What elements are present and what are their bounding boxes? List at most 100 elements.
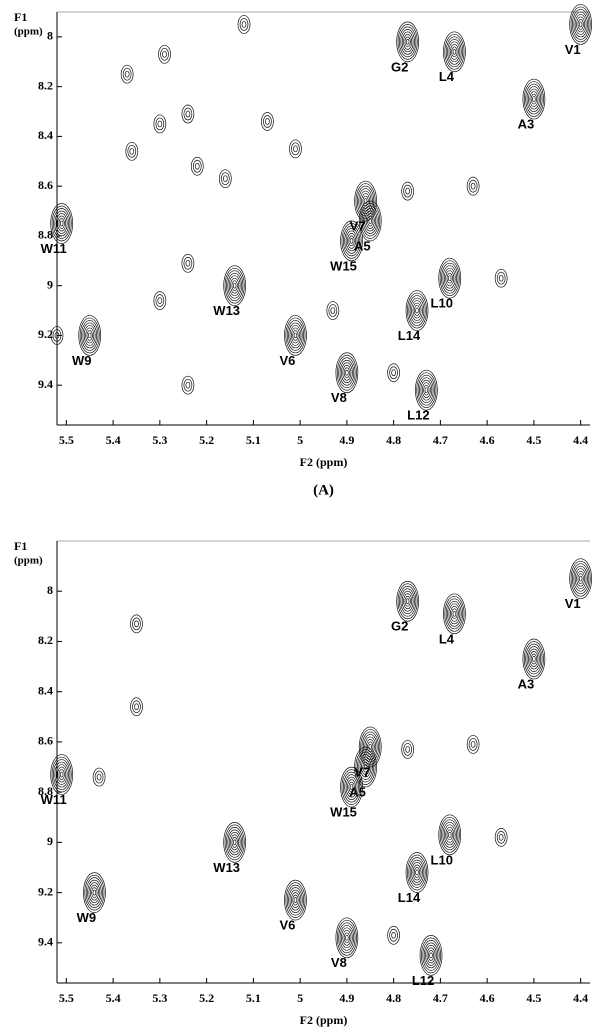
contour xyxy=(401,181,415,201)
peak xyxy=(237,15,251,34)
contour xyxy=(83,872,106,913)
contour xyxy=(355,749,376,785)
contour xyxy=(358,200,382,242)
contour xyxy=(339,359,355,386)
contour xyxy=(231,280,238,292)
contour xyxy=(86,330,93,341)
peak-label: V8 xyxy=(331,390,347,405)
contour xyxy=(532,96,536,102)
contour xyxy=(293,897,298,903)
contour xyxy=(158,44,171,64)
contour xyxy=(347,779,357,795)
contour xyxy=(441,262,459,294)
contour xyxy=(342,225,361,257)
contour xyxy=(409,297,425,324)
contour xyxy=(363,734,378,760)
contour xyxy=(155,117,165,131)
contour xyxy=(570,560,591,597)
contour xyxy=(340,220,363,262)
peak xyxy=(443,593,466,635)
contour xyxy=(569,558,592,600)
contour xyxy=(425,945,437,966)
contour xyxy=(290,327,300,344)
contour xyxy=(94,770,104,784)
contour xyxy=(228,275,241,297)
contour xyxy=(408,857,426,888)
peak xyxy=(494,268,508,288)
contour xyxy=(358,726,382,768)
contour xyxy=(55,764,68,785)
contour xyxy=(423,942,439,969)
contour xyxy=(336,354,357,391)
peak xyxy=(92,767,106,787)
peak xyxy=(396,21,420,63)
y-tick-label: 8.8 xyxy=(38,228,53,242)
contour xyxy=(399,585,417,617)
contour xyxy=(438,814,462,856)
contour xyxy=(400,588,415,615)
contour xyxy=(419,377,434,404)
contour xyxy=(344,228,359,254)
contour xyxy=(291,142,300,156)
contour xyxy=(365,739,375,755)
contour xyxy=(572,9,590,40)
contour xyxy=(130,614,143,634)
contour xyxy=(293,145,298,153)
peak xyxy=(569,558,592,600)
contour xyxy=(181,253,195,273)
x-tick-label: 4.8 xyxy=(386,991,401,1005)
contour xyxy=(396,580,420,622)
contour xyxy=(368,744,372,750)
contour xyxy=(185,110,191,118)
contour xyxy=(415,307,419,314)
contour xyxy=(405,187,411,195)
peak-label: A3 xyxy=(518,676,535,691)
peak xyxy=(335,917,359,959)
contour xyxy=(289,139,302,159)
peak-label: V1 xyxy=(565,42,581,57)
contour xyxy=(129,147,135,155)
contour xyxy=(573,565,588,592)
contour xyxy=(407,854,427,891)
x-tick-label: 4.5 xyxy=(526,433,541,447)
contour xyxy=(368,218,372,224)
peak xyxy=(130,614,143,634)
contour xyxy=(448,831,452,838)
peak xyxy=(218,169,232,189)
contour xyxy=(361,193,371,209)
peak-label: V6 xyxy=(279,353,295,368)
x-tick-label: 4.9 xyxy=(339,991,354,1005)
peak-label: G2 xyxy=(391,619,408,634)
contour xyxy=(84,874,105,911)
contour xyxy=(349,784,354,790)
y-tick-label: 8.2 xyxy=(38,633,53,647)
peak xyxy=(50,326,64,345)
x-tick-label: 5.5 xyxy=(59,433,74,447)
contour xyxy=(59,220,64,227)
peak-label: W9 xyxy=(77,910,97,925)
x-axis-label: F2 (ppm) xyxy=(300,1013,348,1027)
peak xyxy=(522,638,546,680)
contour xyxy=(523,81,544,117)
contour xyxy=(289,325,302,346)
contour xyxy=(340,766,363,808)
contour xyxy=(292,894,299,906)
x-tick-label: 4.4 xyxy=(573,433,588,447)
contour xyxy=(183,107,193,121)
y-tick-label: 8.4 xyxy=(38,128,53,142)
contour xyxy=(85,327,95,344)
contour xyxy=(411,862,423,883)
contour xyxy=(230,834,240,851)
contour xyxy=(285,317,306,354)
contour xyxy=(326,301,340,320)
contour xyxy=(364,736,377,758)
contour xyxy=(343,932,350,944)
contour xyxy=(228,832,241,853)
contour xyxy=(529,651,539,667)
contour xyxy=(446,829,453,841)
peak-label: L14 xyxy=(398,328,421,343)
contour xyxy=(231,837,238,848)
contour xyxy=(387,363,400,383)
contour xyxy=(222,175,228,183)
contour xyxy=(92,889,97,896)
